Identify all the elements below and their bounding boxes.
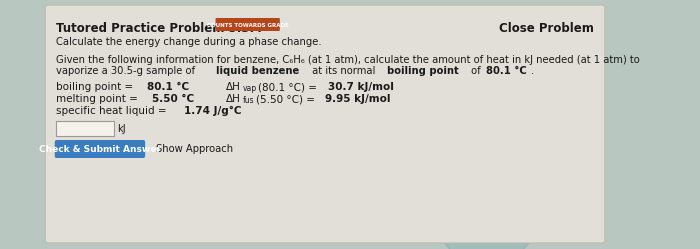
FancyBboxPatch shape [55, 140, 145, 158]
Text: specific heat liquid =: specific heat liquid = [57, 106, 170, 116]
Circle shape [339, 70, 426, 170]
Text: ΔH: ΔH [226, 94, 241, 104]
Text: 30.7 kJ/mol: 30.7 kJ/mol [328, 82, 394, 92]
Circle shape [382, 10, 452, 90]
Text: Given the following information for benzene, C₆H₆ (at 1 atm), calculate the amou: Given the following information for benz… [57, 55, 641, 65]
Text: fus: fus [243, 96, 254, 105]
Text: 1.74 J/g°C: 1.74 J/g°C [184, 106, 241, 116]
Text: Tutored Practice Problem 5.3.4: Tutored Practice Problem 5.3.4 [57, 22, 263, 35]
Text: melting point =: melting point = [57, 94, 141, 104]
Text: at its normal: at its normal [309, 66, 379, 76]
Text: Check & Submit Answer: Check & Submit Answer [39, 144, 161, 153]
Circle shape [430, 135, 543, 249]
Text: 80.1 °C: 80.1 °C [486, 66, 526, 76]
Text: liquid benzene: liquid benzene [216, 66, 300, 76]
FancyBboxPatch shape [46, 5, 605, 243]
Text: Calculate the energy change during a phase change.: Calculate the energy change during a pha… [57, 37, 322, 47]
Circle shape [443, 10, 565, 150]
Circle shape [309, 125, 404, 235]
Circle shape [382, 120, 486, 240]
Text: vaporize a 30.5-g sample of: vaporize a 30.5-g sample of [57, 66, 199, 76]
Circle shape [491, 95, 587, 205]
Text: COUNTS TOWARDS GRADE: COUNTS TOWARDS GRADE [206, 22, 288, 27]
Text: ΔH: ΔH [226, 82, 241, 92]
FancyBboxPatch shape [216, 18, 280, 31]
Text: boiling point =: boiling point = [57, 82, 137, 92]
Text: Close Problem: Close Problem [498, 22, 594, 35]
Text: of: of [468, 66, 484, 76]
FancyBboxPatch shape [55, 121, 114, 136]
Text: .: . [531, 66, 535, 76]
Text: kJ: kJ [118, 124, 126, 133]
Text: Show Approach: Show Approach [156, 144, 234, 154]
Text: 5.50 °C: 5.50 °C [152, 94, 194, 104]
Text: 80.1 °C: 80.1 °C [147, 82, 189, 92]
Text: (80.1 °C) =: (80.1 °C) = [258, 82, 321, 92]
Text: vap: vap [243, 84, 257, 93]
Text: 9.95 kJ/mol: 9.95 kJ/mol [326, 94, 391, 104]
Circle shape [526, 15, 604, 105]
Text: boiling point: boiling point [387, 66, 459, 76]
Text: (5.50 °C) =: (5.50 °C) = [256, 94, 318, 104]
